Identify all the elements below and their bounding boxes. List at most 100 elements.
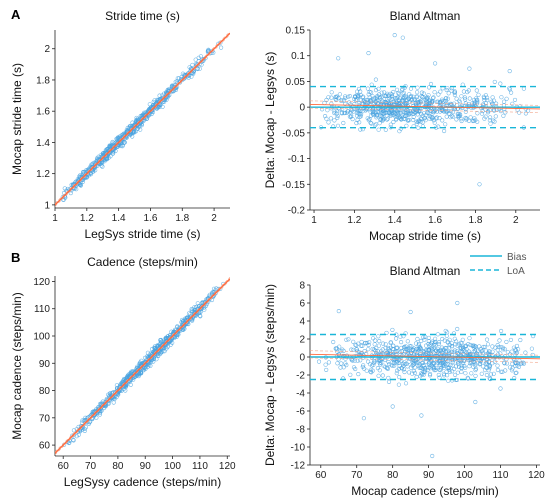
- data-point: [388, 122, 393, 127]
- data-point: [405, 339, 410, 344]
- data-point: [346, 94, 351, 99]
- data-point: [498, 386, 503, 391]
- data-point: [359, 112, 364, 117]
- data-point: [205, 49, 210, 54]
- data-point: [484, 365, 489, 370]
- data-point: [378, 113, 383, 118]
- data-point: [332, 109, 337, 114]
- data-point: [488, 121, 493, 126]
- data-point: [346, 337, 351, 342]
- data-point: [329, 101, 334, 106]
- data-point: [455, 370, 460, 375]
- data-point: [337, 92, 342, 97]
- data-point: [498, 109, 503, 114]
- data-point: [473, 118, 478, 123]
- data-point: [383, 127, 388, 132]
- data-point: [82, 426, 87, 431]
- data-point: [474, 88, 479, 93]
- data-point: [341, 365, 346, 370]
- data-point: [436, 92, 441, 97]
- data-point: [399, 365, 404, 371]
- data-point: [482, 97, 487, 103]
- data-point: [473, 373, 478, 378]
- x-axis-label: Mocap stride time (s): [369, 229, 481, 243]
- data-point: [195, 62, 200, 67]
- data-point: [408, 86, 414, 91]
- data-point: [381, 111, 386, 116]
- data-point: [446, 109, 451, 114]
- data-point: [421, 335, 426, 340]
- data-point: [191, 311, 196, 317]
- data-point: [149, 359, 154, 364]
- data-point: [379, 351, 384, 356]
- data-point: [512, 97, 518, 102]
- data-point: [111, 151, 116, 156]
- data-point: [343, 94, 348, 99]
- x-tick-label: 1.6: [428, 215, 442, 226]
- data-point: [437, 367, 442, 372]
- data-point: [461, 89, 466, 94]
- y-tick-label: 1: [44, 200, 50, 211]
- data-point: [388, 340, 393, 345]
- data-point: [359, 343, 364, 348]
- data-point: [501, 103, 506, 108]
- data-point: [336, 309, 341, 314]
- data-point: [439, 345, 444, 350]
- data-point: [492, 119, 497, 124]
- data-point: [413, 341, 419, 346]
- data-point: [377, 94, 382, 100]
- data-point: [106, 401, 111, 406]
- data-point: [488, 372, 494, 377]
- data-point: [114, 136, 119, 141]
- x-tick-label: 1.4: [388, 215, 402, 226]
- data-point: [452, 336, 457, 341]
- data-point: [443, 96, 448, 101]
- data-point: [326, 360, 331, 365]
- data-point: [391, 347, 396, 352]
- data-point: [329, 90, 334, 95]
- data-point: [421, 349, 426, 354]
- data-point: [482, 95, 487, 100]
- data-point: [529, 346, 534, 351]
- data-point: [381, 109, 386, 114]
- data-point: [398, 126, 403, 131]
- data-point: [423, 368, 428, 373]
- data-point: [106, 155, 111, 160]
- data-point: [339, 111, 344, 116]
- data-point: [355, 89, 360, 94]
- data-point: [361, 363, 366, 368]
- data-point: [435, 109, 440, 114]
- data-point: [463, 101, 468, 106]
- data-point: [426, 335, 431, 340]
- data-point: [403, 381, 409, 386]
- data-point: [432, 342, 437, 348]
- data-point: [433, 336, 438, 341]
- y-tick-label: 0.1: [291, 51, 305, 62]
- data-point: [427, 85, 432, 90]
- data-point: [392, 101, 397, 106]
- data-point: [137, 372, 142, 377]
- data-point: [347, 100, 352, 105]
- data-point: [411, 94, 416, 99]
- data-point: [487, 366, 492, 371]
- data-point: [425, 368, 430, 373]
- data-point: [143, 366, 148, 371]
- data-point: [439, 97, 444, 102]
- data-point: [441, 371, 446, 376]
- data-point: [454, 117, 459, 122]
- x-tick-label: 1.8: [175, 213, 189, 224]
- data-point: [82, 428, 87, 433]
- data-points: [318, 33, 531, 187]
- data-point: [436, 341, 442, 347]
- data-point: [405, 110, 410, 115]
- data-point: [475, 99, 480, 105]
- x-tick-label: 120: [528, 470, 545, 481]
- data-point: [457, 114, 462, 119]
- data-point: [198, 314, 203, 319]
- fit-ci-upper: [55, 31, 230, 204]
- data-point: [390, 327, 395, 332]
- data-point: [349, 357, 354, 362]
- data-point: [335, 349, 340, 354]
- data-point: [485, 342, 491, 347]
- data-point: [434, 365, 439, 370]
